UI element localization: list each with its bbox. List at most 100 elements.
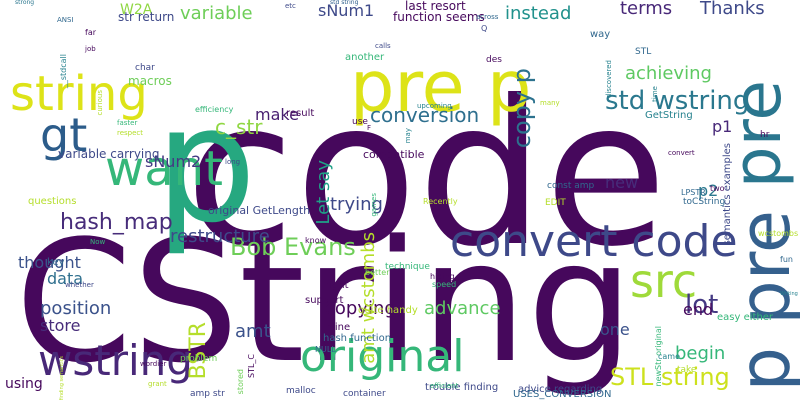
word-cloud-word: advance (424, 298, 501, 319)
word-cloud-word: convert (668, 149, 695, 157)
word-cloud-word: technique (385, 262, 430, 272)
word-cloud-word: key (47, 257, 65, 268)
word-cloud-word: position (40, 298, 112, 319)
word-cloud-word: one (600, 320, 630, 339)
word-cloud-word: trying (330, 194, 383, 215)
word-cloud-word: __stdcall (59, 54, 68, 89)
word-cloud-word: want (105, 141, 223, 197)
word-cloud-word: GetString (645, 110, 693, 121)
word-cloud-word: wcstombs (758, 229, 799, 238)
word-cloud-word: STL string (610, 363, 730, 391)
word-cloud-word: copy p (508, 68, 536, 149)
word-cloud-word: grant (148, 380, 167, 388)
word-cloud-word: respect (117, 129, 144, 137)
word-cloud-word: may (404, 128, 412, 144)
word-cloud-word: hr (760, 130, 770, 140)
word-cloud-word: thought (18, 253, 81, 272)
word-cloud-word: Writing (780, 291, 798, 297)
word-cloud-word: instead (505, 3, 572, 24)
word-cloud-word: way (590, 29, 611, 40)
word-cloud-word: compatible (363, 148, 425, 161)
word-cloud-word: hiding (430, 272, 455, 281)
word-cloud-word: convert code (450, 216, 738, 267)
word-cloud-word: wordier (140, 360, 167, 368)
word-cloud-word: far (85, 28, 97, 37)
word-cloud-word: time (651, 86, 659, 102)
word-cloud-word: better (365, 268, 390, 277)
word-cloud-word: use (352, 117, 368, 127)
word-cloud-word: function seems (393, 10, 485, 24)
word-cloud-word: src (630, 254, 698, 308)
word-cloud-word: restructure (170, 226, 270, 247)
word-cloud-word: NULL (315, 345, 336, 354)
word-cloud-word: speed (432, 280, 457, 289)
word-cloud-word: curious (96, 90, 104, 116)
word-cloud-word: right (325, 280, 349, 291)
word-cloud-word: etc (285, 2, 296, 10)
word-cloud-word: whether (65, 281, 94, 289)
word-cloud-word: efficient (430, 382, 459, 390)
word-cloud-word: toCString (683, 197, 726, 207)
word-cloud-word: data (47, 269, 84, 288)
word-cloud-word: Bob Evans (230, 233, 356, 261)
word-cloud-word: long (225, 158, 241, 166)
word-cloud-word: Recently (423, 197, 458, 206)
word-cloud-word: gt (40, 108, 88, 162)
word-cloud-word: know (305, 236, 327, 245)
word-cloud-word: Q (481, 24, 488, 33)
word-cloud-word: upcoming (417, 102, 452, 110)
word-cloud-word: take (677, 365, 697, 375)
word-cloud-word: came (658, 352, 681, 361)
word-cloud-word: container (343, 389, 386, 399)
word-cloud-word: original (300, 331, 465, 382)
word-cloud-word: begin (675, 343, 726, 364)
word-cloud-word: amp str (190, 389, 225, 399)
word-cloud-word: malloc (286, 386, 316, 396)
word-cloud-word: support (305, 295, 344, 306)
word-cloud-word: des (486, 55, 502, 65)
word-cloud-word: macros (128, 74, 172, 88)
word-cloud-word: another (345, 52, 385, 63)
word-cloud-word: Now (90, 238, 106, 246)
word-cloud-word: hash_map (60, 210, 173, 235)
word-cloud-word: STL_C (247, 354, 256, 379)
word-cloud-word: achieving (625, 63, 712, 84)
word-cloud-word: wstring (38, 336, 193, 385)
word-cloud-word: USES_CONVERSION (513, 389, 612, 400)
word-cloud-word: result (286, 108, 315, 119)
word-cloud-word: stored (236, 369, 245, 395)
word-cloud-word: efficiency (195, 105, 234, 114)
word-cloud-word: questions (28, 196, 77, 207)
word-cloud-word: CString (15, 204, 634, 400)
word-cloud-word: semantics examples (722, 143, 733, 246)
word-cloud-word: store (40, 316, 81, 335)
word-cloud-word: two (710, 184, 725, 193)
word-cloud-word: terms (620, 0, 673, 19)
word-cloud-word: pre p (350, 46, 532, 128)
word-cloud-word: code (185, 58, 668, 291)
word-cloud-word: original GetLength (208, 204, 311, 217)
word-cloud-word: inline (323, 322, 351, 333)
word-cloud-word: BSTR (186, 322, 211, 380)
word-cloud-word: across (476, 13, 499, 21)
word-cloud-word: discovered (605, 60, 613, 99)
word-cloud-word: LPSTR (681, 188, 706, 197)
word-cloud-word: sNum1 (318, 1, 375, 20)
word-cloud-word: games (370, 193, 378, 217)
word-cloud-word: char (135, 63, 155, 73)
word-cloud-word: last resort (405, 0, 466, 13)
word-cloud-word: calls (375, 42, 391, 50)
word-cloud-word: faster (117, 119, 138, 127)
word-cloud-word: p1 (712, 117, 733, 136)
word-cloud-word: variable carrying (58, 147, 160, 161)
word-cloud-word: p2 (698, 181, 719, 200)
word-cloud-word: str return (118, 10, 175, 24)
word-cloud-word: Thanks (700, 0, 765, 19)
word-cloud-word: std wstring (605, 86, 750, 116)
word-cloud-word: using (5, 376, 43, 392)
word-cloud-word: STL (635, 47, 652, 57)
word-cloud-word: variable (180, 3, 253, 24)
word-cloud-word: conversion (370, 103, 480, 127)
word-cloud-word: std string (330, 0, 359, 6)
word-cloud-word: job (85, 45, 96, 53)
